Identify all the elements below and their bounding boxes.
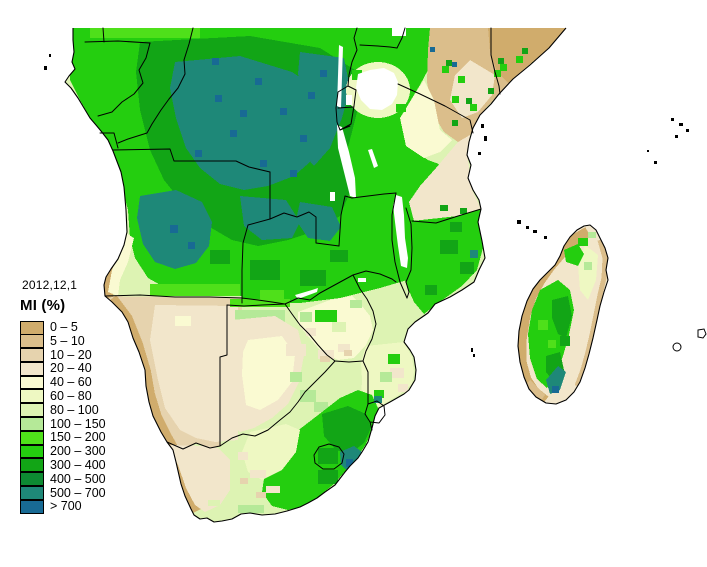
legend-row: 300 – 400 (20, 457, 106, 473)
legend-label: 40 – 60 (50, 375, 92, 390)
legend-swatch (20, 486, 44, 500)
legend-swatch (20, 430, 44, 445)
legend-swatch (20, 472, 44, 487)
islands (44, 54, 707, 357)
legend-label: 100 – 150 (50, 416, 106, 431)
legend-label: 500 – 700 (50, 485, 106, 500)
madagascar-coastline (517, 224, 609, 405)
legend-swatch (20, 458, 44, 473)
mainland-coastline (64, 27, 567, 523)
legend-label: 20 – 40 (50, 361, 92, 376)
mauritius-island (697, 328, 707, 339)
legend-swatch (20, 499, 44, 514)
legend-swatch (20, 389, 44, 404)
legend-label: 300 – 400 (50, 457, 106, 472)
lakes (295, 28, 408, 299)
legend-swatch (20, 403, 44, 418)
legend-label: 60 – 80 (50, 388, 92, 403)
legend-swatch (20, 361, 44, 376)
legend-row: 100 – 150 (20, 416, 106, 432)
legend-label: 10 – 20 (50, 347, 92, 362)
legend-swatch (20, 417, 44, 431)
legend-swatch (20, 375, 44, 390)
legend-swatch (20, 321, 44, 335)
legend-swatch (20, 334, 44, 349)
reunion-island (672, 342, 682, 352)
legend-label: 200 – 300 (50, 444, 106, 459)
legend-label: 400 – 500 (50, 471, 106, 486)
legend-label: 0 – 5 (50, 320, 78, 334)
legend-row: 60 – 80 (20, 388, 106, 404)
legend-row: 5 – 10 (20, 333, 106, 349)
legend-label: 5 – 10 (50, 333, 85, 348)
legend-row: 500 – 700 (20, 485, 106, 501)
legend-row: 0 – 5 (20, 320, 106, 335)
legend-items: 0 – 5 5 – 10 10 – 20 20 – 40 (20, 320, 106, 514)
legend-title: MI (%) (20, 297, 66, 314)
legend-row: > 700 (20, 500, 106, 514)
legend-swatch (20, 348, 44, 362)
legend-label: 80 – 100 (50, 402, 99, 417)
legend-row: 400 – 500 (20, 471, 106, 487)
legend-swatch (20, 444, 44, 459)
map-date-label: 2012,12,1 (22, 278, 78, 292)
legend-label: > 700 (50, 499, 82, 514)
legend-label: 150 – 200 (50, 430, 106, 445)
legend-row: 20 – 40 (20, 362, 106, 376)
legend-row: 40 – 60 (20, 375, 106, 390)
mainland-region-fills (65, 28, 566, 522)
map-legend: 2012,12,1 MI (%) 0 – 5 5 – 10 10 – 20 (20, 278, 106, 514)
legend-row: 200 – 300 (20, 444, 106, 459)
legend-row: 80 – 100 (20, 402, 106, 418)
country-borders (84, 27, 501, 470)
legend-row: 150 – 200 (20, 431, 106, 445)
legend-row: 10 – 20 (20, 347, 106, 363)
